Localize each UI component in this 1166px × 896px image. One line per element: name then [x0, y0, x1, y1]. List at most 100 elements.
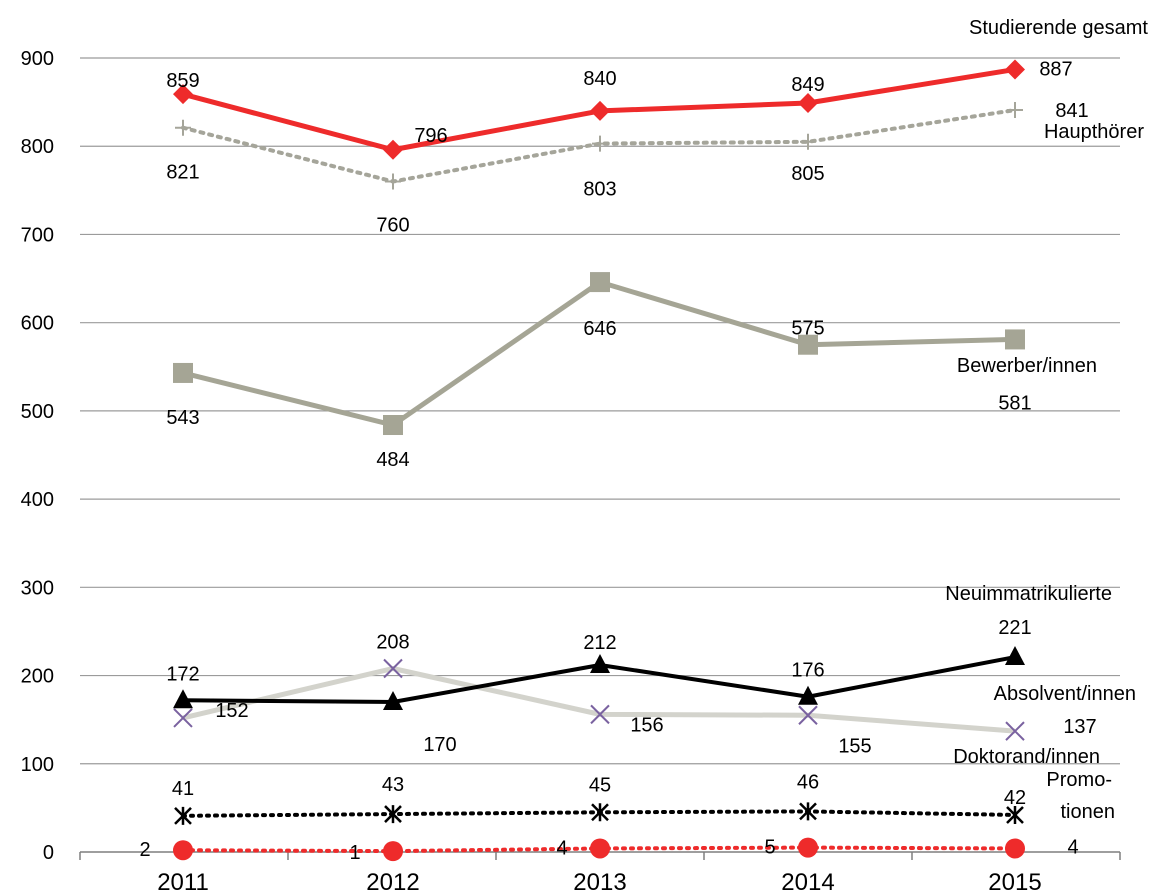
data-label: 42 — [1004, 787, 1026, 809]
data-label: 803 — [583, 179, 616, 201]
data-label: 581 — [998, 392, 1031, 414]
data-label: 155 — [838, 735, 871, 757]
series-doktorand — [174, 802, 1024, 825]
y-tick-label: 800 — [21, 136, 54, 158]
data-point-promotionen — [173, 840, 193, 861]
data-point-absolvent — [383, 658, 403, 679]
series-name-label: Neuimmatrikulierte — [945, 583, 1112, 605]
data-point-studierende — [1005, 59, 1025, 80]
y-tick-label: 900 — [21, 48, 54, 70]
data-label: 841 — [1055, 100, 1088, 122]
data-point-promotionen — [590, 838, 610, 859]
data-point-promotionen — [383, 841, 403, 862]
data-label: 46 — [797, 771, 819, 793]
data-point-haupthoerer — [592, 135, 608, 152]
data-point-neuimm — [798, 685, 818, 705]
series-name-label: Bewerber/innen — [957, 355, 1097, 377]
x-tick-label: 2012 — [366, 869, 419, 896]
data-point-studierende — [173, 84, 193, 105]
data-label: 152 — [215, 700, 248, 722]
series-name-label: Promo- — [1046, 769, 1112, 791]
data-point-neuimm — [590, 653, 610, 673]
data-point-studierende — [590, 100, 610, 121]
data-point-promotionen — [1005, 838, 1025, 859]
series-name-label: Doktorand/innen — [953, 746, 1100, 768]
data-point-bewerber — [383, 415, 403, 436]
data-label: 796 — [414, 125, 447, 147]
data-point-absolvent — [173, 708, 193, 728]
data-point-studierende — [383, 139, 403, 160]
data-label: 156 — [630, 714, 663, 736]
y-tick-label: 300 — [21, 577, 54, 599]
y-tick-label: 500 — [21, 401, 54, 423]
data-point-bewerber — [798, 334, 818, 355]
series-lines — [173, 59, 1025, 862]
data-point-doktorand — [384, 805, 402, 824]
series-name-label: tionen — [1061, 801, 1116, 823]
data-label: 760 — [376, 215, 409, 237]
data-point-haupthoerer — [1007, 102, 1023, 119]
series-name-label: Studierende gesamt — [969, 17, 1148, 39]
data-label: 1 — [349, 842, 360, 864]
data-label: 221 — [998, 617, 1031, 639]
series-name-label: Haupthörer — [1044, 121, 1144, 143]
series-studierende — [173, 59, 1025, 160]
data-point-bewerber — [1005, 329, 1025, 350]
series-bewerber — [173, 272, 1025, 436]
data-point-doktorand — [591, 803, 609, 822]
data-point-absolvent — [590, 704, 610, 725]
data-label: 208 — [376, 631, 409, 653]
series-promotionen — [173, 837, 1025, 862]
data-point-doktorand — [799, 802, 817, 821]
data-point-haupthoerer — [385, 173, 401, 190]
data-point-studierende — [798, 92, 818, 113]
y-tick-labels: 0 100 200 300 400 500 600 700 800 900 — [21, 48, 54, 864]
series-absolvent — [173, 658, 1025, 741]
data-label: 575 — [791, 318, 824, 340]
x-tick-label: 2015 — [988, 869, 1041, 896]
data-label: 5 — [764, 837, 775, 859]
x-tick-label: 2014 — [781, 869, 834, 896]
data-label: 484 — [376, 449, 409, 471]
data-point-neuimm — [383, 691, 403, 711]
data-label: 887 — [1039, 58, 1072, 80]
x-tick-label: 2013 — [573, 869, 626, 896]
data-point-bewerber — [590, 272, 610, 293]
series-line-bewerber — [182, 279, 1016, 428]
data-label: 176 — [791, 660, 824, 682]
series-haupthoerer — [175, 102, 1023, 190]
data-point-neuimm — [173, 689, 193, 709]
y-tick-label: 600 — [21, 313, 54, 335]
y-tick-label: 400 — [21, 489, 54, 511]
data-point-haupthoerer — [800, 133, 816, 150]
data-point-bewerber — [173, 362, 193, 383]
data-point-doktorand — [1006, 805, 1024, 824]
data-label: 172 — [166, 663, 199, 685]
data-label: 43 — [382, 774, 404, 796]
data-label: 821 — [166, 162, 199, 184]
data-label: 2 — [139, 839, 150, 861]
data-label: 543 — [166, 407, 199, 429]
data-label: 41 — [172, 778, 194, 800]
data-point-neuimm — [1005, 646, 1025, 666]
gridlines — [80, 57, 1120, 765]
data-label: 849 — [791, 74, 824, 96]
data-label: 137 — [1063, 716, 1096, 738]
y-tick-label: 0 — [43, 842, 54, 864]
data-label: 840 — [583, 68, 616, 90]
data-point-haupthoerer — [175, 119, 191, 136]
data-label: 805 — [791, 163, 824, 185]
series-name-label: Absolvent/innen — [994, 683, 1136, 705]
data-point-absolvent — [1005, 721, 1025, 741]
x-tick-label: 2011 — [157, 869, 209, 896]
data-label: 170 — [423, 734, 456, 756]
data-point-doktorand — [174, 806, 192, 825]
data-label: 45 — [589, 774, 611, 796]
data-label: 646 — [583, 318, 616, 340]
data-label: 859 — [166, 70, 199, 92]
y-tick-label: 100 — [21, 754, 54, 776]
data-label: 4 — [556, 837, 567, 859]
x-tick-labels: 2011 2012 2013 2014 2015 — [157, 869, 1042, 896]
